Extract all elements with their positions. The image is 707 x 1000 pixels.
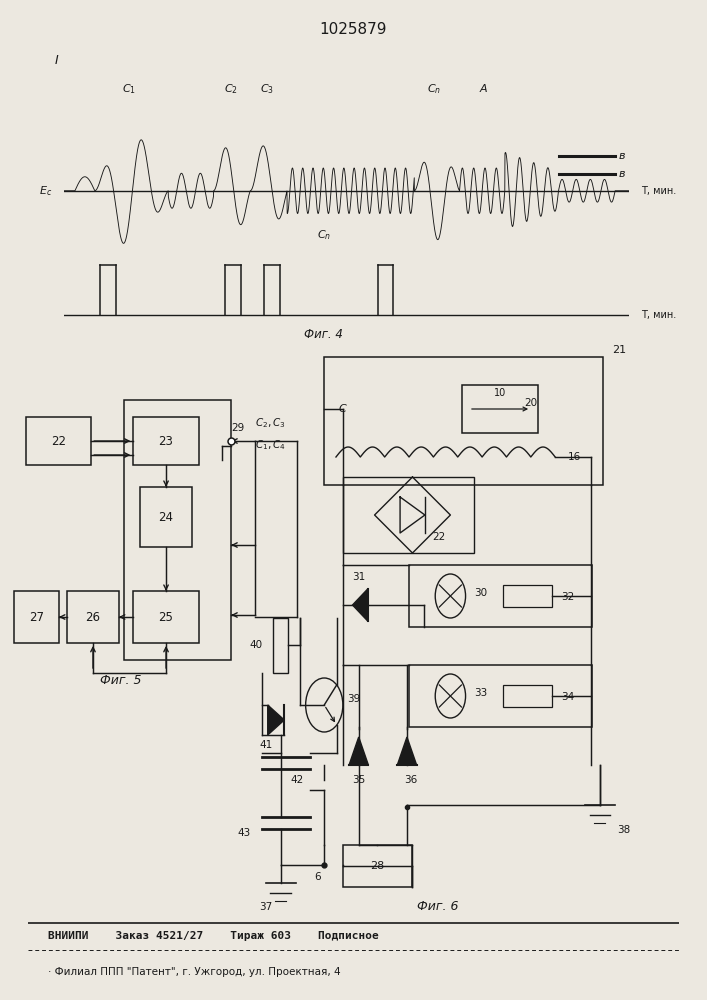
Text: $C_1$: $C_1$ (122, 82, 136, 96)
Text: 42: 42 (290, 775, 303, 785)
Text: 21: 21 (612, 345, 626, 355)
Bar (14, 591, 59, 643)
Bar (273, 618, 288, 673)
Text: 31: 31 (352, 572, 366, 582)
Text: · Филиал ППП "Патент", г. Ужгород, ул. Проектная, 4: · Филиал ППП "Патент", г. Ужгород, ул. П… (48, 967, 340, 977)
Text: 16: 16 (568, 452, 581, 462)
Text: 10: 10 (494, 388, 506, 398)
Text: $A$: $A$ (479, 82, 488, 94)
Text: T, мин.: T, мин. (641, 310, 676, 320)
Bar (325, 357, 603, 485)
Bar (462, 385, 538, 433)
Polygon shape (397, 737, 416, 765)
Text: 1025879: 1025879 (320, 22, 387, 37)
Bar (343, 845, 411, 887)
Text: $E_c$: $E_c$ (39, 184, 52, 198)
Text: $C_2, C_3$: $C_2, C_3$ (255, 416, 286, 430)
Text: 33: 33 (474, 688, 487, 698)
Polygon shape (353, 589, 368, 621)
Bar (25, 417, 91, 465)
Text: 37: 37 (259, 902, 272, 912)
Text: $C_n$: $C_n$ (317, 228, 331, 242)
Bar (134, 417, 199, 465)
Text: 40: 40 (249, 640, 262, 650)
Bar (140, 487, 192, 547)
Text: 36: 36 (404, 775, 417, 785)
Polygon shape (268, 705, 284, 735)
Text: 6: 6 (314, 872, 321, 882)
Bar (409, 665, 592, 727)
Text: 32: 32 (561, 592, 574, 602)
Text: Фиг. 6: Фиг. 6 (417, 900, 459, 914)
Bar (409, 565, 592, 627)
Text: 22: 22 (51, 435, 66, 448)
Text: 34: 34 (561, 692, 574, 702)
Polygon shape (349, 737, 368, 765)
Text: I: I (55, 53, 59, 66)
Text: 24: 24 (158, 511, 173, 524)
Text: $C_1, C_4$: $C_1, C_4$ (255, 438, 286, 452)
Text: 39: 39 (347, 694, 361, 704)
Text: $C_2$: $C_2$ (223, 82, 238, 96)
Text: Фиг. 5: Фиг. 5 (100, 674, 141, 687)
Text: C: C (339, 404, 346, 414)
Text: Фиг. 4: Фиг. 4 (305, 328, 343, 341)
Text: ВНИИПИ    Заказ 4521/27    Тираж 603    Подписное: ВНИИПИ Заказ 4521/27 Тираж 603 Подписное (48, 931, 378, 941)
Bar (134, 591, 199, 643)
Bar (343, 477, 474, 553)
Text: 28: 28 (370, 861, 385, 871)
Bar (503, 685, 551, 707)
Text: 25: 25 (158, 610, 173, 624)
Bar (124, 400, 231, 660)
Text: 26: 26 (86, 610, 100, 624)
Text: $C_n$: $C_n$ (427, 82, 441, 96)
Text: T, мин.: T, мин. (641, 186, 676, 196)
Text: 30: 30 (474, 588, 487, 598)
Text: $C_3$: $C_3$ (260, 82, 274, 96)
Text: в: в (619, 169, 626, 179)
Text: 29: 29 (231, 423, 245, 433)
Text: в: в (619, 151, 626, 161)
Text: 41: 41 (259, 740, 272, 750)
Text: 27: 27 (29, 610, 44, 624)
Text: 20: 20 (524, 398, 537, 408)
Bar (503, 585, 551, 607)
Text: 22: 22 (433, 532, 446, 542)
Text: 35: 35 (352, 775, 366, 785)
Text: 38: 38 (617, 825, 631, 835)
Text: 23: 23 (158, 435, 173, 448)
Text: 43: 43 (238, 828, 250, 838)
Bar (67, 591, 119, 643)
